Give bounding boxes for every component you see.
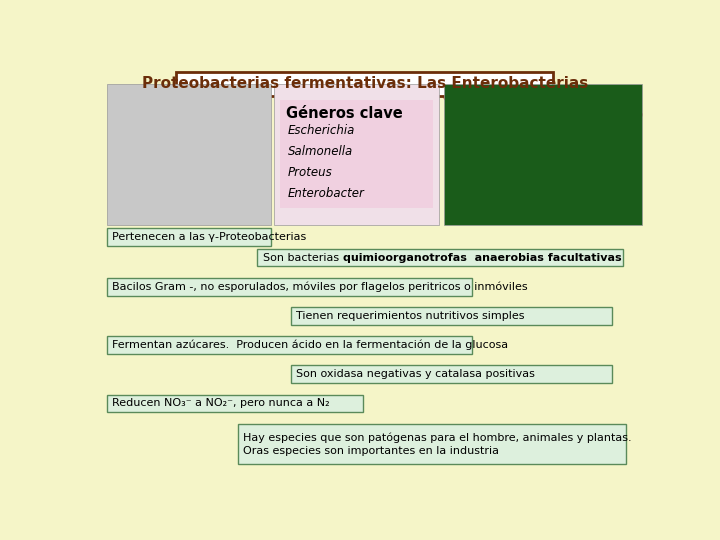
Ellipse shape bbox=[389, 208, 397, 214]
Ellipse shape bbox=[511, 94, 526, 99]
Ellipse shape bbox=[586, 172, 611, 186]
Ellipse shape bbox=[330, 191, 339, 194]
FancyBboxPatch shape bbox=[107, 336, 472, 354]
Ellipse shape bbox=[348, 122, 353, 132]
Ellipse shape bbox=[548, 187, 576, 204]
Text: quimioorganotrofas  anaerobias facultativas: quimioorganotrofas anaerobias facultativ… bbox=[343, 253, 621, 263]
Ellipse shape bbox=[554, 190, 570, 199]
FancyBboxPatch shape bbox=[291, 307, 612, 325]
Ellipse shape bbox=[363, 192, 373, 199]
Ellipse shape bbox=[615, 112, 642, 128]
Ellipse shape bbox=[357, 105, 362, 111]
FancyBboxPatch shape bbox=[444, 84, 642, 225]
Ellipse shape bbox=[472, 205, 486, 212]
Ellipse shape bbox=[356, 210, 367, 213]
Ellipse shape bbox=[552, 194, 574, 205]
Ellipse shape bbox=[318, 203, 323, 208]
Ellipse shape bbox=[615, 202, 624, 207]
Ellipse shape bbox=[289, 115, 294, 124]
Ellipse shape bbox=[494, 120, 526, 131]
Ellipse shape bbox=[516, 179, 528, 185]
Ellipse shape bbox=[348, 168, 359, 173]
Text: Tienen requerimientos nutritivos simples: Tienen requerimientos nutritivos simples bbox=[297, 311, 525, 321]
FancyBboxPatch shape bbox=[291, 366, 612, 383]
Ellipse shape bbox=[410, 129, 421, 136]
FancyBboxPatch shape bbox=[280, 100, 433, 208]
Ellipse shape bbox=[591, 174, 606, 181]
Ellipse shape bbox=[541, 193, 559, 205]
Ellipse shape bbox=[587, 190, 603, 192]
FancyBboxPatch shape bbox=[107, 278, 472, 295]
Text: Fermentan azúcares.  Producen ácido en la fermentación de la glucosa: Fermentan azúcares. Producen ácido en la… bbox=[112, 340, 508, 350]
Text: Proteobacterias fermentativas: Las Enterobacterias: Proteobacterias fermentativas: Las Enter… bbox=[142, 77, 588, 91]
Ellipse shape bbox=[556, 196, 570, 200]
Ellipse shape bbox=[154, 122, 214, 180]
Ellipse shape bbox=[362, 148, 366, 154]
Ellipse shape bbox=[477, 176, 491, 179]
Ellipse shape bbox=[472, 174, 495, 183]
Ellipse shape bbox=[138, 108, 230, 194]
Ellipse shape bbox=[559, 173, 585, 182]
Text: Pertenecen a las γ-Proteobacterias: Pertenecen a las γ-Proteobacterias bbox=[112, 232, 307, 242]
Text: Enterobacter: Enterobacter bbox=[288, 187, 365, 200]
FancyBboxPatch shape bbox=[238, 424, 626, 464]
Ellipse shape bbox=[330, 173, 336, 179]
Ellipse shape bbox=[578, 117, 590, 123]
FancyBboxPatch shape bbox=[107, 395, 364, 412]
Ellipse shape bbox=[350, 95, 360, 100]
Ellipse shape bbox=[611, 200, 628, 211]
Ellipse shape bbox=[335, 185, 343, 190]
Ellipse shape bbox=[545, 195, 555, 200]
FancyBboxPatch shape bbox=[107, 84, 271, 225]
Ellipse shape bbox=[511, 177, 532, 188]
Text: Salmonella: Salmonella bbox=[288, 145, 354, 158]
Ellipse shape bbox=[603, 136, 614, 140]
Ellipse shape bbox=[348, 206, 354, 214]
Ellipse shape bbox=[600, 134, 618, 144]
Ellipse shape bbox=[377, 204, 384, 212]
FancyBboxPatch shape bbox=[176, 72, 553, 96]
Text: Reducen NO₃⁻ a NO₂⁻, pero nunca a N₂: Reducen NO₃⁻ a NO₂⁻, pero nunca a N₂ bbox=[112, 399, 330, 408]
Ellipse shape bbox=[148, 117, 220, 186]
Ellipse shape bbox=[459, 147, 485, 163]
Ellipse shape bbox=[581, 188, 608, 195]
Ellipse shape bbox=[467, 202, 491, 216]
Ellipse shape bbox=[444, 91, 463, 100]
Text: Bacilos Gram -, no esporulados, móviles por flagelos peritricos o inmóviles: Bacilos Gram -, no esporulados, móviles … bbox=[112, 281, 528, 292]
Ellipse shape bbox=[300, 203, 303, 210]
FancyBboxPatch shape bbox=[274, 84, 438, 225]
Text: Hay especies que son patógenas para el hombre, animales y plantas.
Oras especies: Hay especies que son patógenas para el h… bbox=[243, 433, 632, 456]
Ellipse shape bbox=[328, 97, 337, 104]
Ellipse shape bbox=[580, 184, 605, 200]
Text: Géneros clave: Géneros clave bbox=[286, 106, 402, 121]
Ellipse shape bbox=[500, 122, 519, 127]
Ellipse shape bbox=[306, 112, 311, 119]
Ellipse shape bbox=[564, 175, 580, 179]
Ellipse shape bbox=[506, 93, 531, 103]
FancyBboxPatch shape bbox=[258, 249, 623, 266]
Ellipse shape bbox=[323, 150, 328, 158]
Ellipse shape bbox=[311, 146, 319, 150]
Text: Escherichia: Escherichia bbox=[288, 124, 356, 137]
Ellipse shape bbox=[399, 167, 408, 171]
Text: Proteus: Proteus bbox=[288, 166, 333, 179]
Text: Son oxidasa negativas y catalasa positivas: Son oxidasa negativas y catalasa positiv… bbox=[297, 369, 536, 379]
Ellipse shape bbox=[276, 202, 284, 208]
Ellipse shape bbox=[448, 92, 459, 97]
FancyBboxPatch shape bbox=[280, 100, 433, 208]
Text: Son bacterias: Son bacterias bbox=[263, 253, 343, 263]
Ellipse shape bbox=[621, 114, 636, 123]
FancyBboxPatch shape bbox=[107, 228, 271, 246]
Ellipse shape bbox=[575, 114, 594, 126]
Ellipse shape bbox=[417, 187, 422, 197]
Ellipse shape bbox=[464, 150, 480, 158]
Ellipse shape bbox=[423, 96, 433, 101]
Ellipse shape bbox=[585, 186, 599, 195]
